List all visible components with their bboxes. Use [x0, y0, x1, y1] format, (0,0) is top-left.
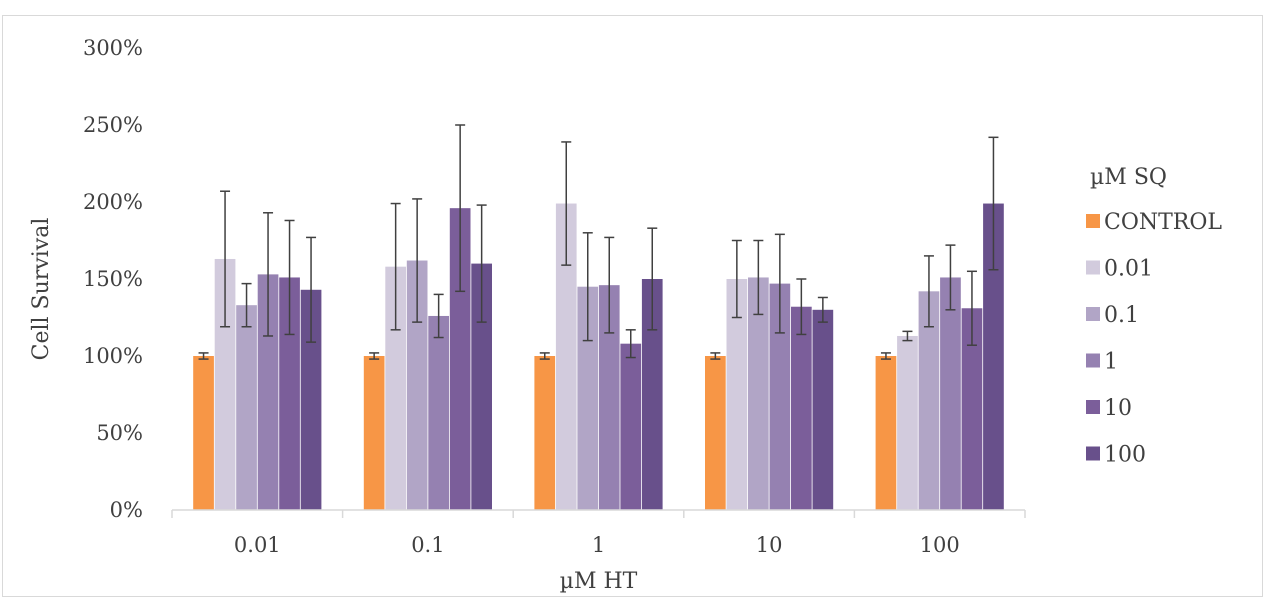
bar [897, 335, 918, 510]
bar [705, 356, 726, 510]
bar [214, 258, 236, 510]
x-tick-label: 1 [592, 533, 605, 557]
legend-label: 0.1 [1104, 303, 1139, 328]
legend-label: 10 [1104, 396, 1132, 421]
y-tick-label: 100% [83, 344, 143, 368]
legend-label: 100 [1104, 443, 1146, 468]
bar [279, 277, 300, 510]
bar [193, 356, 214, 510]
bar [555, 203, 577, 511]
legend: µM SQ CONTROL 0.01 0.1 1 10 100 [1086, 165, 1222, 468]
bar [983, 203, 1004, 511]
bar [726, 279, 748, 510]
x-tick-label: 0.01 [234, 533, 281, 557]
bar [236, 305, 257, 510]
legend-swatch [1086, 446, 1100, 461]
error-bars [198, 124, 999, 360]
y-tick-label: 250% [83, 113, 143, 137]
y-tick-label: 50% [96, 421, 143, 445]
x-tick-label: 10 [756, 533, 783, 557]
legend-swatch [1086, 260, 1100, 275]
bar [385, 266, 406, 510]
x-tick-label: 100 [920, 533, 960, 557]
bar [577, 286, 599, 510]
legend-label: 1 [1104, 350, 1118, 375]
bar [406, 260, 428, 510]
y-tick-label: 300% [83, 36, 143, 60]
x-tick-label: 0.1 [411, 533, 444, 557]
legend-swatch [1086, 400, 1100, 414]
bar [428, 315, 449, 510]
bar [875, 356, 897, 510]
legend-label: 0.01 [1104, 257, 1153, 282]
bar [534, 356, 556, 510]
y-axis-ticks: 0% 50% 100% 150% 200% 250% 300% [83, 36, 143, 522]
chart-frame [2, 15, 1263, 597]
bar [961, 308, 983, 510]
y-tick-label: 0% [110, 498, 143, 522]
y-tick-label: 150% [83, 267, 143, 291]
bars [193, 203, 1004, 511]
bar [471, 263, 492, 510]
bar [812, 309, 834, 510]
bar [748, 277, 769, 510]
x-axis-ticks: 0.01 0.1 1 10 100 [171, 510, 1026, 557]
bar [257, 274, 279, 510]
bar [769, 283, 791, 510]
bar [598, 285, 620, 510]
bar [449, 208, 471, 510]
y-tick-label: 200% [83, 190, 143, 214]
legend-swatch [1086, 353, 1100, 368]
legend-swatch [1086, 307, 1100, 321]
bar [300, 289, 322, 510]
bar [641, 279, 663, 510]
x-axis-title: µM HT [560, 569, 638, 594]
bar [363, 356, 385, 510]
bar [918, 291, 940, 510]
bar [791, 306, 812, 510]
bar [940, 277, 961, 510]
bar [620, 343, 642, 510]
legend-label: CONTROL [1104, 210, 1222, 235]
legend-title: µM SQ [1090, 165, 1167, 190]
legend-swatch [1086, 214, 1100, 228]
y-axis-title: Cell Survival [29, 218, 54, 361]
